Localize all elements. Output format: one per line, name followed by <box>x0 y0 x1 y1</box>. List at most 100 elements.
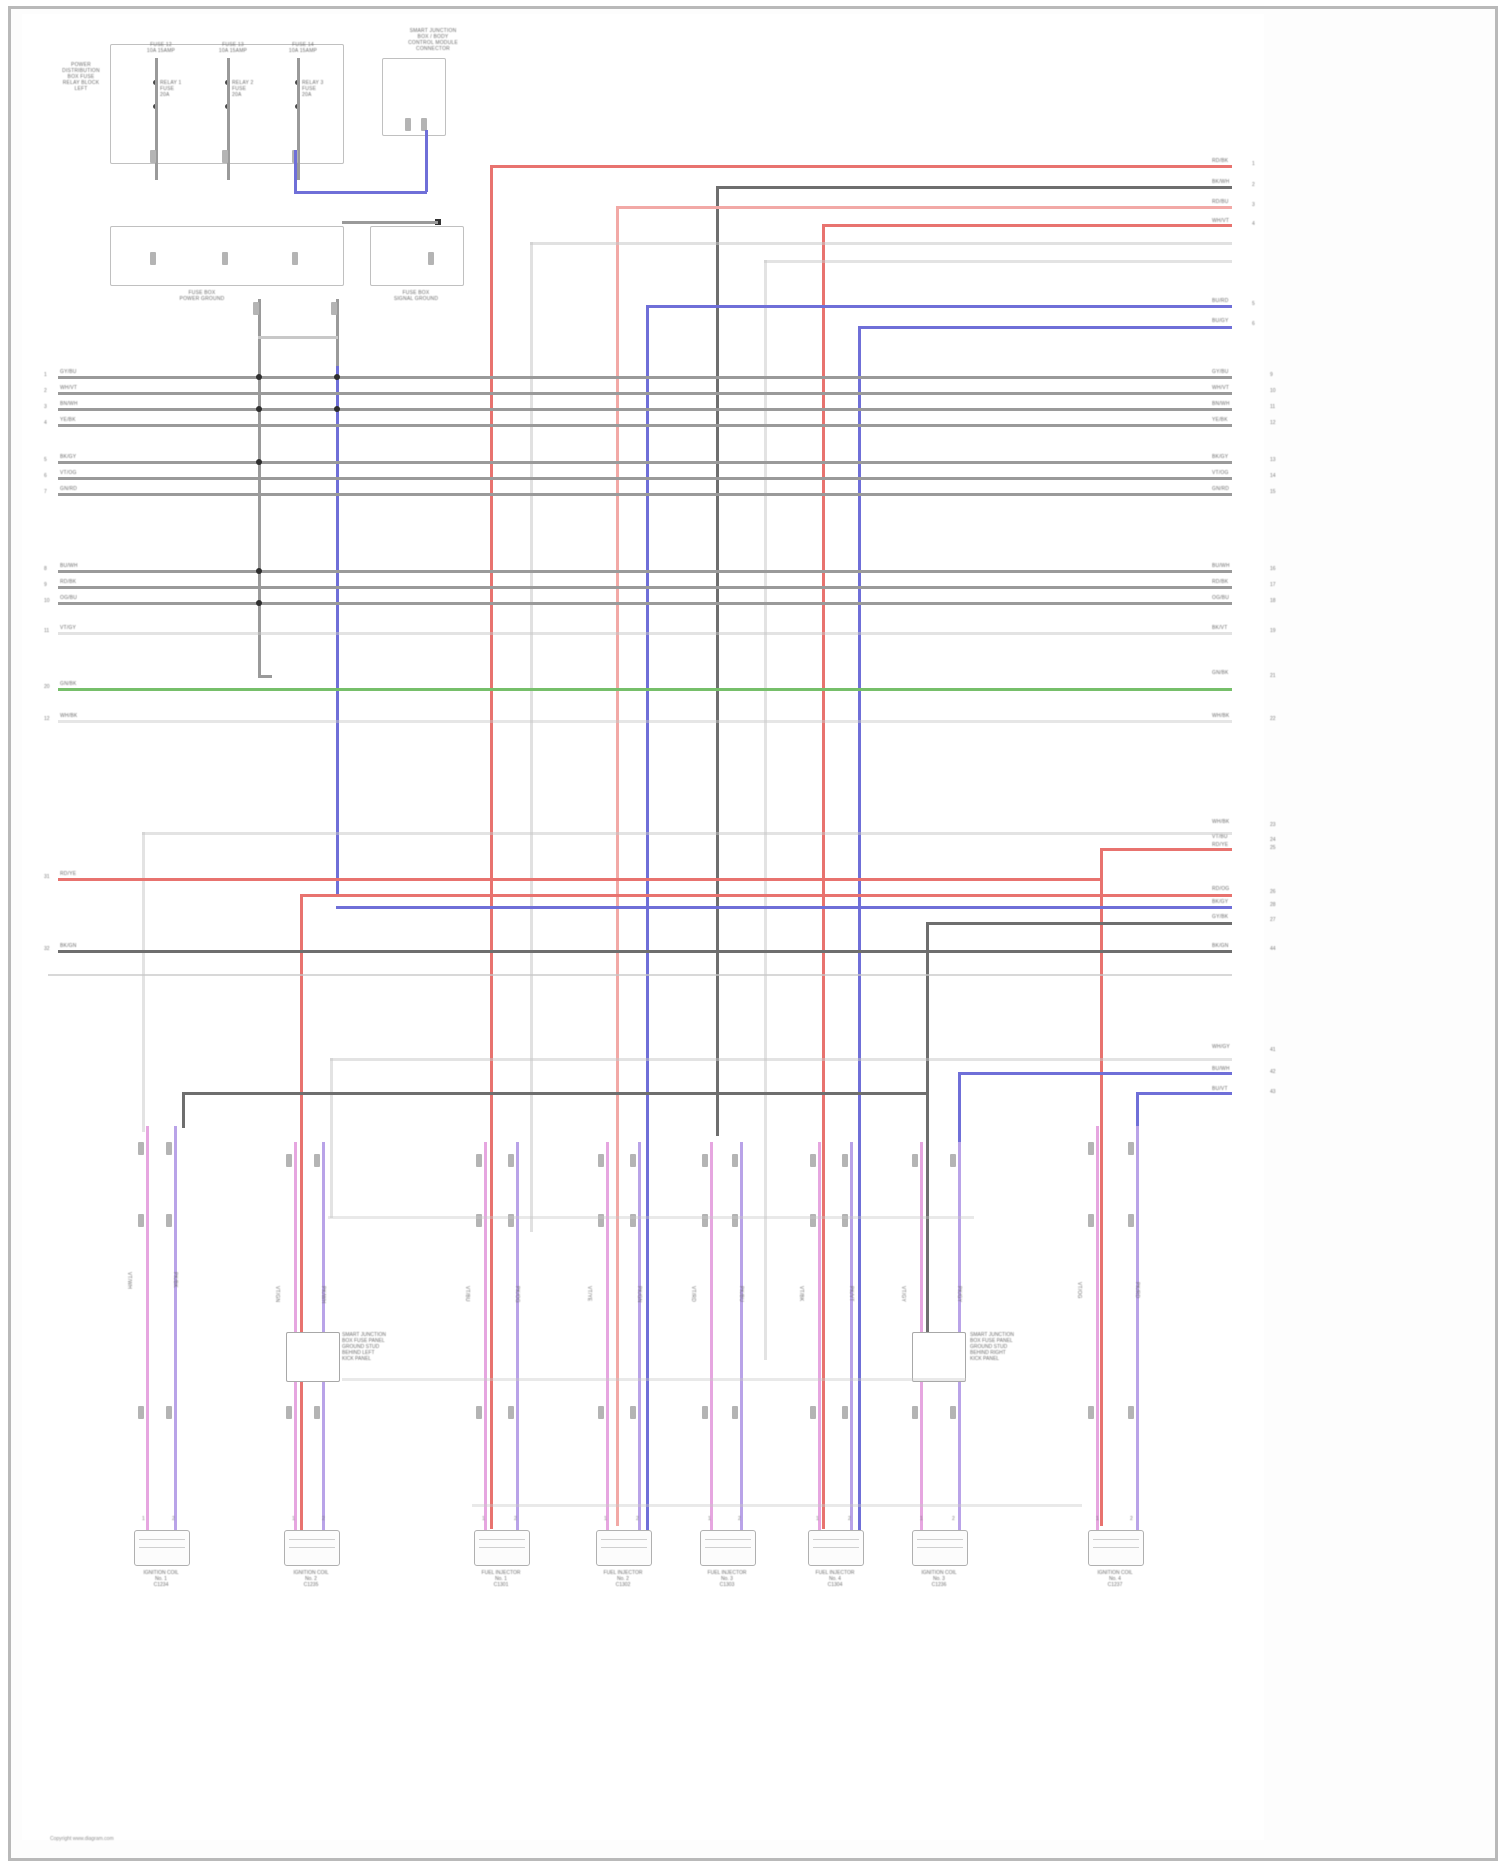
bus-b-left-label-1: BK/GY <box>60 454 77 460</box>
splice-a2 <box>256 406 262 412</box>
connector-6-label-b: PK/VT <box>848 1286 854 1302</box>
connector-3-plug[interactable] <box>474 1530 530 1566</box>
connector-1-pin-b-low <box>166 1406 172 1419</box>
bus-b-right-pin-3: 15 <box>1270 489 1276 495</box>
ground-drop-b <box>336 299 339 369</box>
connector-2-plug[interactable] <box>284 1530 340 1566</box>
connector-1-wire-b <box>174 1126 177 1530</box>
bus-a-left-pin-4: 4 <box>44 420 47 426</box>
right-run-gray-1 <box>716 186 1232 189</box>
connector-1-pin-a-mid <box>138 1214 144 1227</box>
connector-7-note: SMART JUNCTION BOX FUSE PANEL GROUND STU… <box>970 1332 1014 1362</box>
bus-b-left-pin-3: 7 <box>44 489 47 495</box>
right-pin-3: 3 <box>1252 202 1255 208</box>
single-row-whbk-left-label: WH/BK <box>60 713 78 719</box>
single-row-green-left-pin: 20 <box>44 684 50 690</box>
connector-7-pin-a-low <box>912 1406 918 1419</box>
right-terminal-label-5: BU/RD <box>1212 298 1229 304</box>
right-riser-red-2 <box>616 206 619 1526</box>
left-blue-riser <box>336 366 339 894</box>
single-row-vtgy-left-pin: 11 <box>44 628 50 634</box>
mid-red-left-label: RD/YE <box>60 871 77 877</box>
mid-red-run <box>58 878 1100 881</box>
bus-b-right-label-2: VT/OG <box>1212 470 1229 476</box>
connector-6-label-a: VT/BK <box>798 1286 804 1302</box>
bus-b-row-3 <box>58 493 1232 496</box>
bus-c-left-pin-3: 10 <box>44 598 50 604</box>
bus-b-left-pin-2: 6 <box>44 473 47 479</box>
faint-riser-1 <box>530 242 533 1232</box>
connector-1-label-b: PK/BK <box>172 1272 178 1288</box>
connector-5-pin-num-b: 2 <box>738 1516 741 1522</box>
connector-8-plug[interactable] <box>1088 1530 1144 1566</box>
mid-gray-lower-left-pin: 32 <box>44 946 50 952</box>
mid-blue-run <box>336 906 1232 909</box>
connector-1-pin-b-mid <box>166 1214 172 1227</box>
mid-faint-run-3 <box>142 832 1232 835</box>
connector-1-label-a: VT/WH <box>126 1272 132 1290</box>
connector-2-label-a: VT/GN <box>274 1286 280 1303</box>
connector-4-pin-b-mid <box>630 1214 636 1227</box>
right-riser-red-1 <box>490 165 493 1529</box>
drop-pin-b <box>331 302 337 315</box>
right-terminal-label-1: RD/BK <box>1212 158 1229 164</box>
connector-2-pin-num-a: 1 <box>292 1516 295 1522</box>
connector-2-ground-box <box>286 1332 340 1382</box>
connector-3-label-b: PK/OG <box>514 1286 520 1303</box>
mid-red-right-pin-2: 26 <box>1270 889 1276 895</box>
splice-c1 <box>256 568 262 574</box>
right-terminal-label-4: WH/VT <box>1212 218 1230 224</box>
faint-riser-2 <box>764 260 767 1360</box>
connector-4-pin-num-a: 1 <box>604 1516 607 1522</box>
drop-pin-a <box>253 302 259 315</box>
diagram-sheet: POWER DISTRIBUTION BOX FUSE RELAY BLOCK … <box>22 14 1276 1842</box>
connector-3-pin-b-low <box>508 1406 514 1419</box>
right-riser-blue-2 <box>858 326 861 1536</box>
connector-5-wire-b <box>740 1142 743 1530</box>
bus-a-row-1 <box>58 376 1232 379</box>
mid-gray-lower-left-label: BK/GN <box>60 943 77 949</box>
ground-box-right <box>370 226 464 286</box>
sjb-pin-1 <box>405 118 411 131</box>
connector-5-label-b: PK/BU <box>738 1286 744 1303</box>
right-run-red-1 <box>490 165 1232 168</box>
mid-blue-right-pin: 28 <box>1270 902 1276 908</box>
connector-3-pin-b-top <box>508 1154 514 1167</box>
mid-faint-riser-3 <box>142 832 145 1132</box>
bus-c-left-label-3: OG/BU <box>60 595 78 601</box>
connector-5-pin-a-mid <box>702 1214 708 1227</box>
ground-junction-dot <box>435 219 441 225</box>
connector-6-pin-b-low <box>842 1406 848 1419</box>
connector-5-plug[interactable] <box>700 1530 756 1566</box>
connector-7-label-b: PK/GY <box>956 1286 962 1303</box>
connector-1-caption: IGNITION COIL No. 1 C1234 <box>143 1570 179 1588</box>
mid-right-label-vtbu: VT/BU <box>1212 834 1228 840</box>
mid-gray-lower-right-pin: 44 <box>1270 946 1276 952</box>
relay-2-label: RELAY 2 FUSE 20A <box>232 80 254 98</box>
connector-4-caption: FUEL INJECTOR No. 2 C1302 <box>603 1570 643 1588</box>
bus-a-right-pin-2: 10 <box>1270 388 1276 394</box>
bus-a-right-label-1: GY/BU <box>1212 369 1229 375</box>
fuse-pin-1 <box>150 150 156 163</box>
connector-3-caption: FUEL INJECTOR No. 1 C1301 <box>481 1570 521 1588</box>
mid-right-label-whgy: WH/BK <box>1212 819 1230 825</box>
connector-4-pin-a-low <box>598 1406 604 1419</box>
bus-c-row-3 <box>58 602 1232 605</box>
bus-b-row-2 <box>58 477 1232 480</box>
connector-7-pin-a-top <box>912 1154 918 1167</box>
bus-a-left-pin-3: 3 <box>44 404 47 410</box>
mid-red-right-pin: 25 <box>1270 845 1276 851</box>
connector-4-plug[interactable] <box>596 1530 652 1566</box>
connector-7-plug[interactable] <box>912 1530 968 1566</box>
connector-6-caption: FUEL INJECTOR No. 4 C1304 <box>815 1570 855 1588</box>
right-terminal-label-2: BK/WH <box>1212 179 1230 185</box>
fuse-2-label: FUSE 13 10A 15AMP <box>218 42 248 54</box>
lower-right-label-buwh: BU/WH <box>1212 1066 1230 1072</box>
connector-1-plug[interactable] <box>134 1530 190 1566</box>
splice-b1 <box>256 459 262 465</box>
right-terminal-label-3: RD/BU <box>1212 199 1229 205</box>
bus-c-right-label-3: OG/BU <box>1212 595 1230 601</box>
connector-6-pin-a-top <box>810 1154 816 1167</box>
bus-c-row-2 <box>58 586 1232 589</box>
connector-6-plug[interactable] <box>808 1530 864 1566</box>
